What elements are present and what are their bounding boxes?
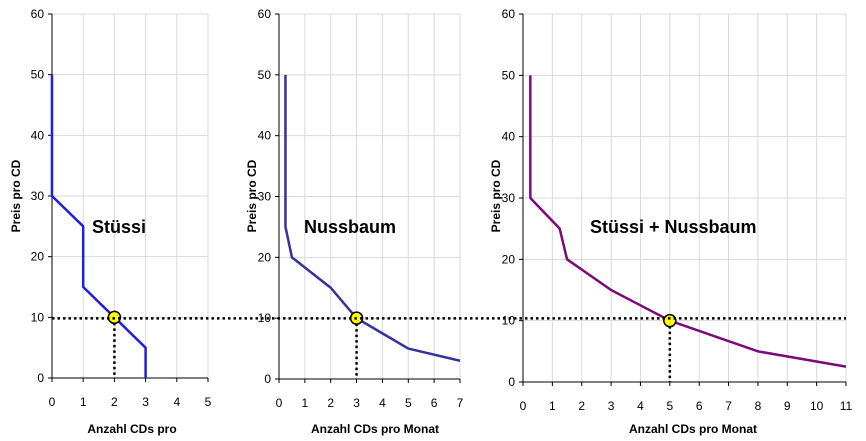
x-tick-label: 3 xyxy=(608,399,615,413)
y-tick-label: 40 xyxy=(31,128,45,142)
y-tick-label: 60 xyxy=(31,7,45,21)
x-tick-label: 5 xyxy=(205,395,212,409)
x-tick-label: 6 xyxy=(696,399,703,413)
y-tick-label: 0 xyxy=(264,372,271,386)
x-tick-label: 0 xyxy=(276,396,283,410)
x-tick-label: 11 xyxy=(840,399,853,413)
y-axis-title: Preis pro CD xyxy=(489,159,503,232)
x-tick-label: 6 xyxy=(431,396,438,410)
y-tick-label: 50 xyxy=(31,68,45,82)
x-tick-label: 2 xyxy=(327,396,334,410)
y-tick-label: 20 xyxy=(31,250,45,264)
x-tick-label: 4 xyxy=(637,399,644,413)
chart-panel-nussbaum: 0 10 20 30 40 50 60 0 1 2 3 4 5 6 7 Nussbaum Anzahl CD… xyxy=(245,7,464,436)
x-tick-label: 1 xyxy=(80,395,87,409)
demand-curve xyxy=(529,75,847,368)
x-axis-title: Anzahl CDs pro xyxy=(87,422,176,436)
y-axis-title: Preis pro CD xyxy=(245,159,259,232)
x-tick-label: 2 xyxy=(111,395,118,409)
x-tick-label: 5 xyxy=(405,396,412,410)
x-tick-label: 5 xyxy=(666,399,673,413)
panel-label-stuessi: Stüssi xyxy=(92,217,146,237)
x-tick-label: 10 xyxy=(810,399,824,413)
x-tick-label: 1 xyxy=(549,399,556,413)
y-tick-label: 30 xyxy=(31,189,45,203)
x-tick-label: 0 xyxy=(520,399,527,413)
y-tick-label: 50 xyxy=(258,68,272,82)
x-axis-title: Anzahl CDs pro Monat xyxy=(311,422,439,436)
x-tick-label: 0 xyxy=(49,395,56,409)
chart-panel-stuessi: 0 10 20 30 40 50 60 0 1 2 3 4 5 Stüssi Anzahl CDs pr… xyxy=(9,7,212,436)
y-tick-label: 10 xyxy=(31,310,45,324)
x-tick-label: 9 xyxy=(784,399,791,413)
y-tick-label: 10 xyxy=(258,311,272,325)
y-axis-title: Preis pro CD xyxy=(9,159,23,232)
y-tick-label: 40 xyxy=(502,130,516,144)
demand-curve xyxy=(284,74,461,362)
x-tick-label: 2 xyxy=(578,399,585,413)
y-tick-label: 0 xyxy=(37,371,44,385)
x-tick-label: 1 xyxy=(302,396,309,410)
y-tick-label: 60 xyxy=(502,7,516,21)
x-tick-label: 7 xyxy=(457,396,464,410)
x-axis-title: Anzahl CDs pro Monat xyxy=(629,422,757,436)
y-tick-label: 50 xyxy=(502,68,516,82)
panel-label-combined: Stüssi + Nussbaum xyxy=(590,217,757,237)
y-tick-label: 20 xyxy=(258,250,272,264)
y-tick-label: 0 xyxy=(508,375,515,389)
x-tick-label: 4 xyxy=(173,395,180,409)
y-tick-label: 30 xyxy=(258,190,272,204)
x-tick-label: 3 xyxy=(353,396,360,410)
panel-label-nussbaum: Nussbaum xyxy=(304,217,396,237)
x-tick-label: 3 xyxy=(142,395,149,409)
y-tick-label: 60 xyxy=(258,7,272,21)
y-tick-label: 10 xyxy=(502,314,516,328)
y-tick-label: 40 xyxy=(258,129,272,143)
x-tick-label: 8 xyxy=(755,399,762,413)
equilibrium-marker xyxy=(663,313,677,328)
y-tick-label: 30 xyxy=(502,191,516,205)
y-tick-label: 20 xyxy=(502,252,516,266)
demand-curve xyxy=(50,74,147,378)
x-tick-label: 4 xyxy=(379,396,386,410)
x-tick-label: 7 xyxy=(725,399,732,413)
chart-panel-combined: 0 10 20 30 40 50 60 0 1 2 3 4 5 6 7 8 9 10 11 Stüssi + Nus… xyxy=(489,7,853,436)
